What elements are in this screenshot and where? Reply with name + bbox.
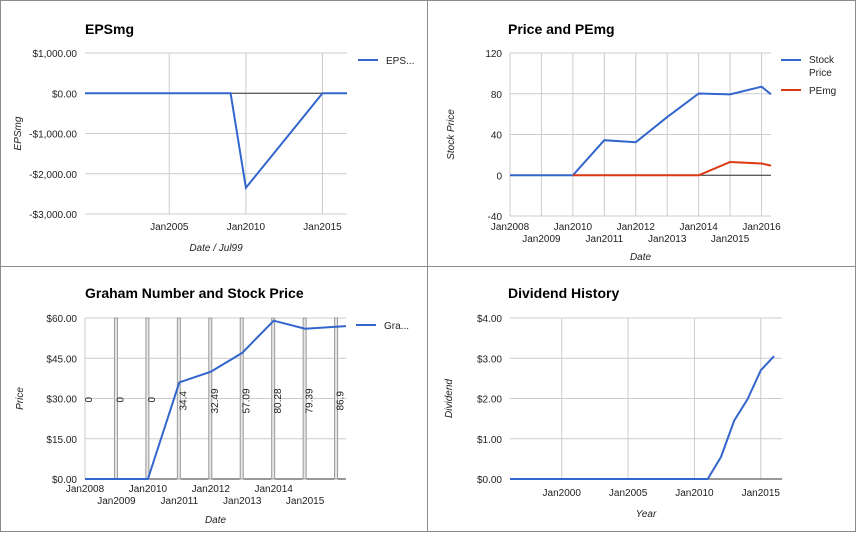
- y-tick-label: $15.00: [46, 435, 77, 446]
- y-tick-label: 80: [491, 90, 503, 101]
- y-axis-title: EPSmg: [13, 116, 24, 150]
- eps-chart: EPSmg $1,000.00 $0.00 -$1,000.00 -$2,000.00 -…: [1, 1, 429, 268]
- price-marker-label: 79.39: [304, 388, 315, 413]
- x-tick-label: Jan2014: [254, 484, 293, 495]
- legend-label: Gra...: [384, 321, 409, 332]
- price-marker-label: 80.28: [273, 388, 284, 413]
- x-tick-label: Jan2010: [227, 222, 266, 233]
- price-marker-label: 57.09: [241, 388, 252, 413]
- graham-chart: Graham Number and Stock Price $60.00 $45.0…: [1, 267, 429, 533]
- y-axis-title: Dividend: [444, 379, 455, 418]
- y-tick-label: 40: [491, 131, 503, 142]
- series-line: [573, 162, 771, 175]
- series-line: [510, 356, 774, 479]
- x-tick-label: Jan2011: [586, 234, 624, 245]
- x-axis-title: Date / Jul99: [189, 243, 243, 254]
- legend-label: EPS...: [386, 56, 414, 67]
- x-tick-label: Jan2005: [609, 488, 648, 499]
- price-marker-label: 34.4: [178, 391, 189, 411]
- y-tick-label: $4.00: [477, 314, 502, 325]
- chart-title: Graham Number and Stock Price: [85, 285, 304, 301]
- chart-title: Dividend History: [508, 285, 619, 301]
- y-tick-label: 120: [485, 49, 502, 60]
- x-axis-title: Date: [205, 515, 227, 526]
- y-tick-label: $60.00: [46, 314, 77, 325]
- price-marker-label: 86.9: [336, 391, 347, 411]
- x-tick-label: Jan2009: [97, 496, 136, 507]
- eps-chart-panel: EPSmg $1,000.00 $0.00 -$1,000.00 -$2,000.00 -…: [0, 0, 428, 267]
- y-tick-label: $0.00: [52, 89, 77, 100]
- x-tick-label: Jan2010: [554, 222, 593, 233]
- dividend-chart: Dividend History $4.00 $3.00 $2.00 $1.00 $0.0…: [428, 267, 856, 533]
- x-tick-label: Jan2012: [192, 484, 231, 495]
- x-tick-label: Jan2015: [711, 234, 750, 245]
- x-tick-label: Jan2012: [617, 222, 656, 233]
- x-tick-label: Jan2015: [286, 496, 325, 507]
- x-tick-label: Jan2005: [150, 222, 189, 233]
- y-tick-label: $30.00: [46, 395, 77, 406]
- x-axis-title: Date: [630, 252, 652, 263]
- x-tick-label: Jan2014: [679, 222, 718, 233]
- dividend-chart-panel: Dividend History $4.00 $3.00 $2.00 $1.00 $0.0…: [427, 266, 856, 532]
- x-tick-label: Jan2013: [648, 234, 687, 245]
- chart-title: EPSmg: [85, 21, 134, 37]
- price-marker-label: 0: [84, 397, 95, 403]
- x-tick-label: Jan2000: [543, 488, 582, 499]
- x-tick-label: Jan2009: [522, 234, 561, 245]
- y-tick-label: -$2,000.00: [29, 170, 77, 181]
- x-tick-label: Jan2008: [66, 484, 105, 495]
- chart-title: Price and PEmg: [508, 21, 615, 37]
- y-tick-label: $45.00: [46, 354, 77, 365]
- price-marker-label: 0: [116, 397, 127, 403]
- y-tick-label: 0: [496, 171, 502, 182]
- x-tick-label: Jan2015: [303, 222, 342, 233]
- price-pe-chart: Price and PEmg12080400-40Jan2008Jan2009J…: [428, 1, 856, 268]
- y-axis-title: Price: [15, 387, 26, 410]
- y-tick-label: $1.00: [477, 435, 502, 446]
- x-tick-label: Jan2008: [491, 222, 530, 233]
- x-tick-label: Jan2013: [223, 496, 262, 507]
- y-tick-label: $3.00: [477, 354, 502, 365]
- y-tick-label: $1,000.00: [33, 49, 78, 60]
- x-tick-label: Jan2010: [129, 484, 168, 495]
- x-tick-label: Jan2011: [161, 496, 199, 507]
- y-tick-label: $2.00: [477, 395, 502, 406]
- x-tick-label: Jan2016: [742, 222, 781, 233]
- price-marker-label: 32.49: [210, 388, 221, 413]
- x-tick-label: Jan2010: [675, 488, 714, 499]
- x-axis-title: Year: [636, 509, 657, 520]
- legend-label: PEmg: [809, 86, 836, 97]
- legend-label: Stock: [809, 55, 835, 66]
- y-tick-label: -$1,000.00: [29, 130, 77, 141]
- y-tick-label: -$3,000.00: [29, 210, 77, 221]
- graham-chart-panel: Graham Number and Stock Price $60.00 $45.0…: [0, 266, 428, 532]
- y-axis-title: Stock Price: [446, 109, 457, 160]
- y-tick-label: $0.00: [477, 475, 502, 486]
- x-tick-label: Jan2015: [742, 488, 781, 499]
- price-marker-label: 0: [147, 397, 158, 403]
- legend-label: Price: [809, 68, 832, 79]
